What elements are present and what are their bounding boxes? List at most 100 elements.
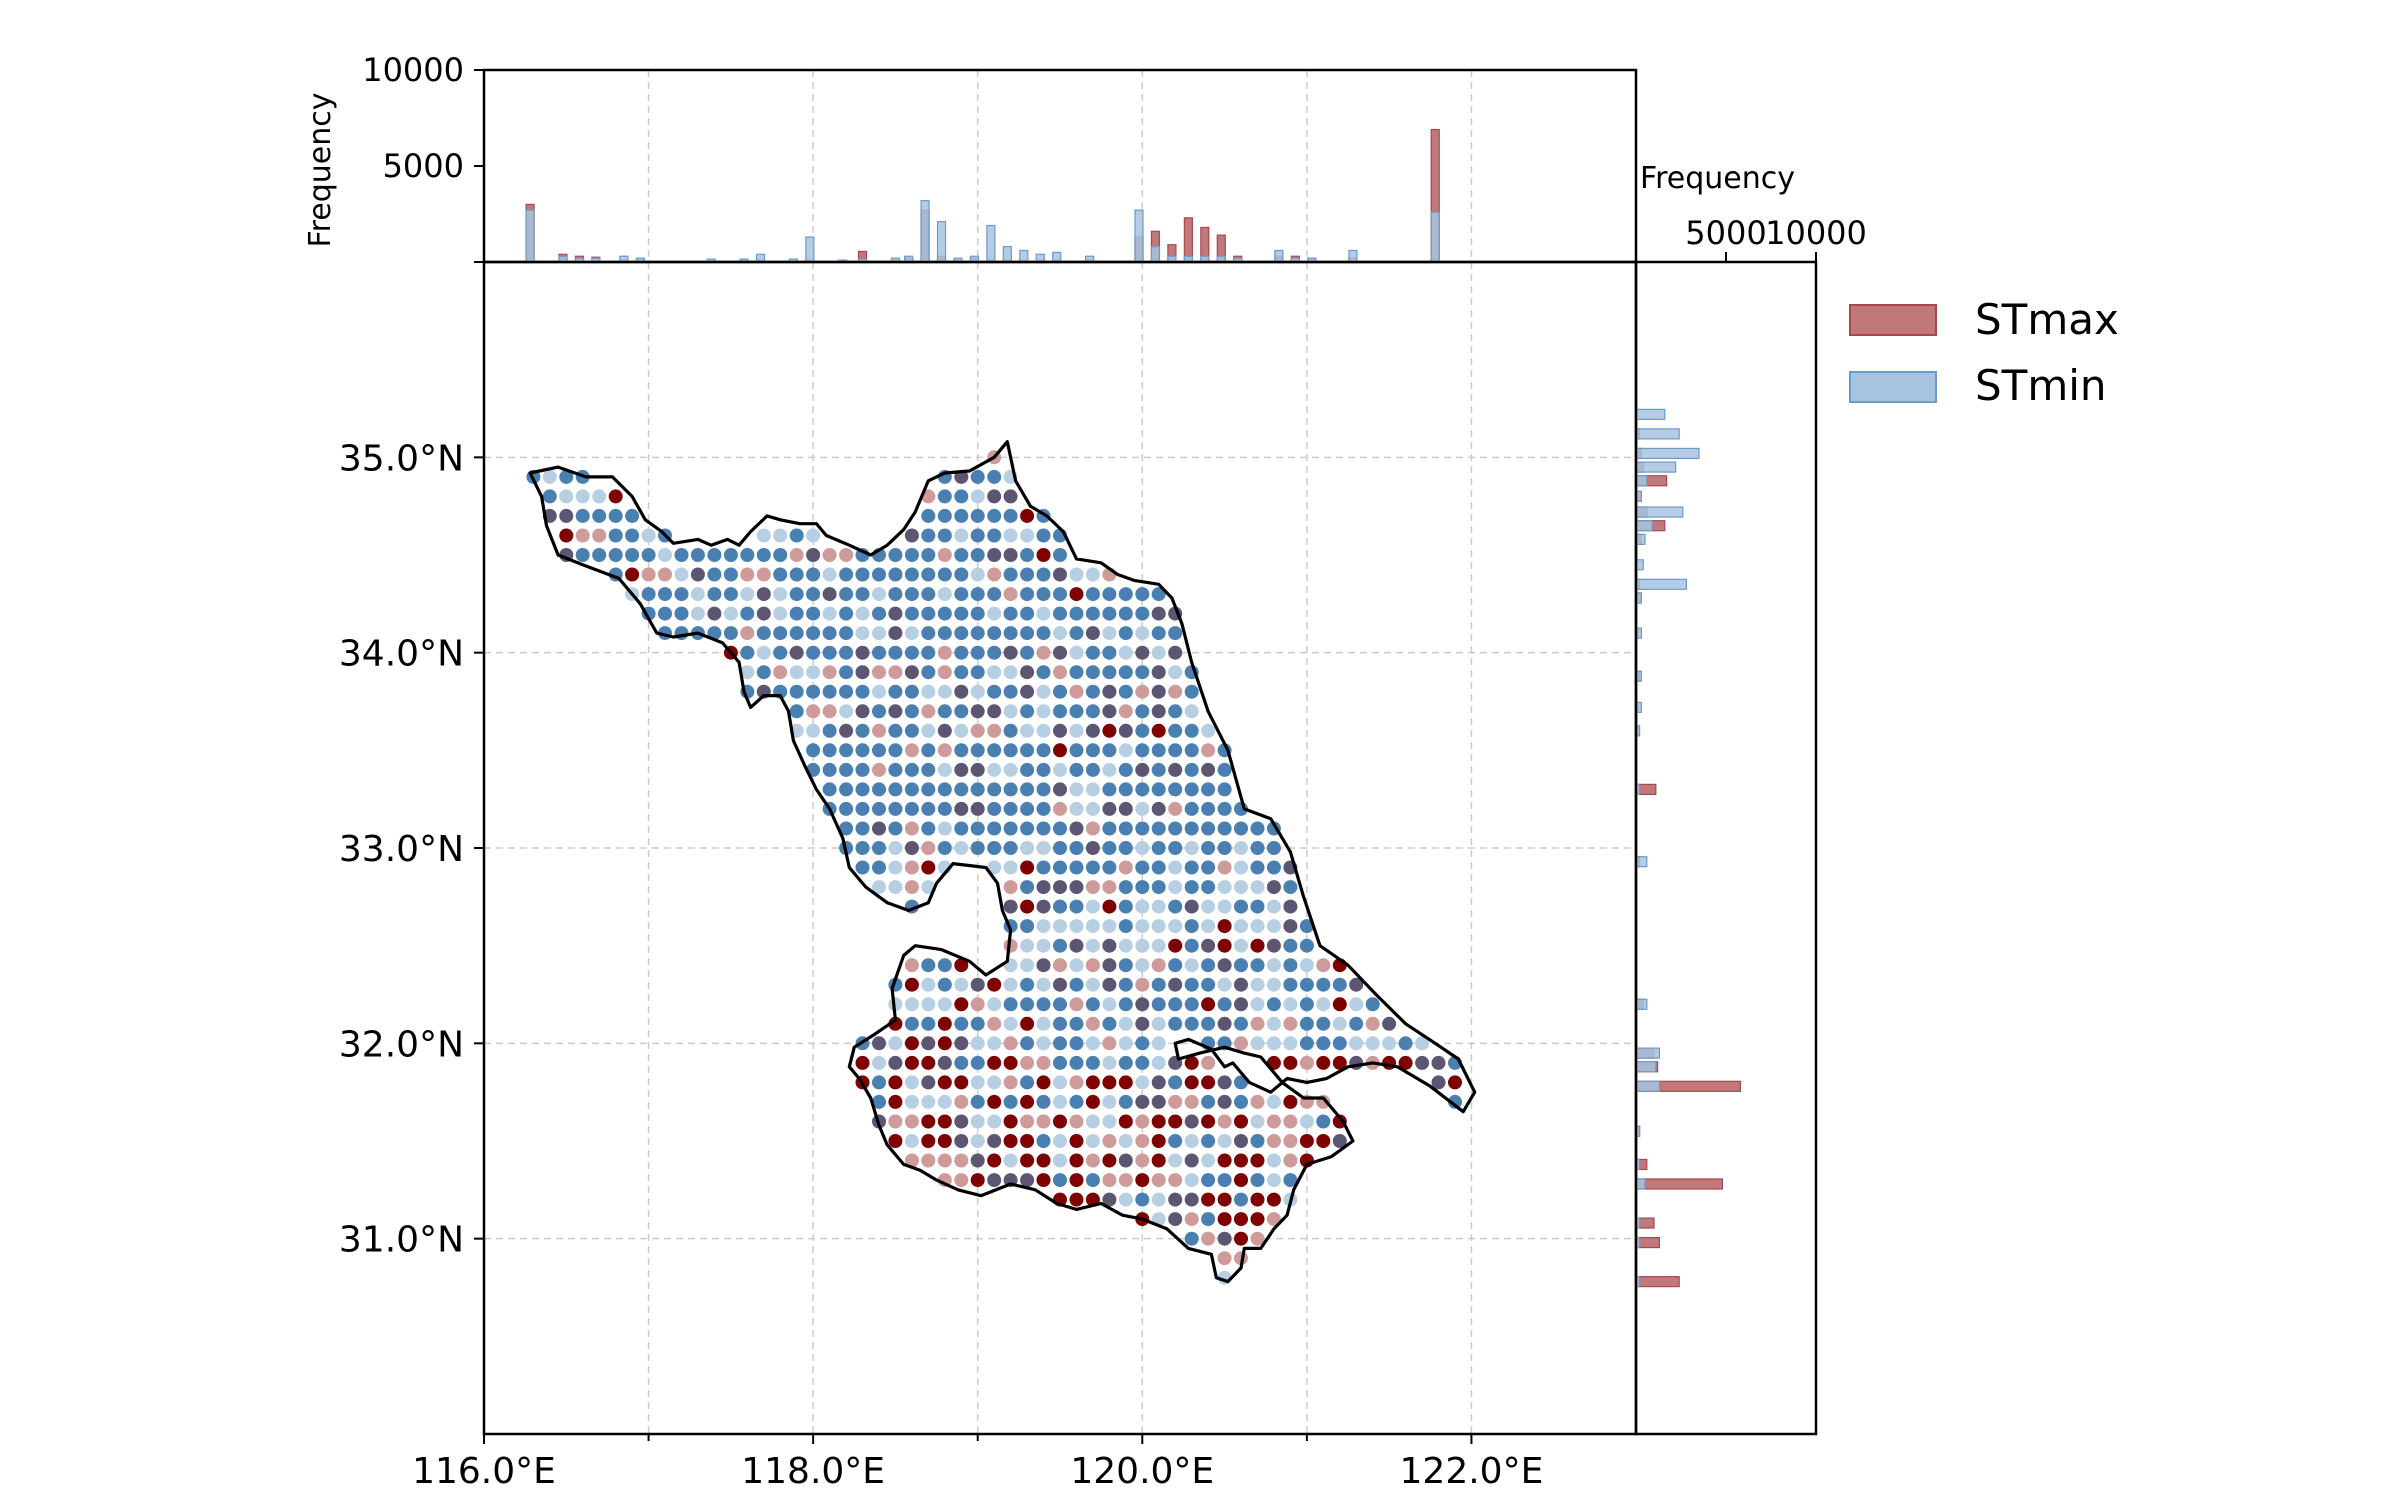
grid-point (1234, 1094, 1248, 1109)
grid-point (789, 587, 804, 602)
grid-point (855, 762, 870, 777)
grid-point (1020, 1016, 1035, 1031)
grid-point (1283, 938, 1298, 953)
grid-point (1085, 919, 1100, 934)
grid-point (921, 645, 936, 660)
grid-point (904, 997, 919, 1012)
grid-point (1020, 1114, 1035, 1129)
grid-point (1053, 626, 1067, 641)
grid-point (773, 528, 788, 543)
grid-point (1003, 899, 1018, 914)
grid-point (921, 1036, 936, 1051)
grid-point (987, 469, 1002, 484)
grid-point (806, 665, 821, 680)
grid-point (806, 645, 821, 660)
grid-point (1250, 821, 1265, 836)
grid-point (970, 743, 985, 758)
top-y-tick-label: 5000 (383, 147, 464, 185)
grid-point (954, 1153, 969, 1168)
grid-point (1118, 938, 1133, 953)
grid-point (1234, 1036, 1248, 1051)
grid-point (904, 704, 919, 719)
grid-point (872, 665, 886, 680)
grid-point (855, 860, 870, 875)
grid-point (1234, 860, 1248, 875)
grid-point (1135, 1114, 1150, 1129)
grid-point (1003, 567, 1018, 582)
grid-point (970, 1075, 985, 1090)
grid-point (592, 489, 607, 504)
grid-point (1118, 1016, 1133, 1031)
grid-point (740, 606, 755, 621)
grid-point (1168, 1192, 1183, 1207)
grid-point (1085, 567, 1100, 582)
grid-point (1283, 997, 1298, 1012)
grid-point (888, 801, 903, 816)
grid-point (822, 548, 837, 562)
grid-point (1036, 938, 1051, 953)
grid-point (1332, 1016, 1347, 1031)
grid-point (1168, 762, 1183, 777)
grid-point (970, 1094, 985, 1109)
grid-point (592, 528, 607, 543)
grid-point (921, 821, 936, 836)
grid-point (921, 548, 936, 562)
right-bar-stmin (1635, 998, 1648, 1010)
grid-point (1217, 1094, 1232, 1109)
grid-point (1266, 899, 1281, 914)
top-bar-stmin (986, 224, 996, 263)
grid-point (904, 801, 919, 816)
grid-point (1234, 1212, 1248, 1227)
legend-label-stmin: STmin (1975, 361, 2107, 410)
grid-point (822, 762, 837, 777)
grid-point (937, 587, 952, 602)
right-bar-stmin (1635, 408, 1666, 420)
grid-point (1020, 665, 1035, 680)
grid-point (1069, 880, 1084, 895)
grid-point (789, 567, 804, 582)
grid-point (1217, 958, 1232, 973)
grid-point (559, 528, 574, 543)
map-panel: 116.0°E 118.0°E 120.0°E 122.0°E 31.0°N 32.0°… (339, 70, 1638, 1492)
grid-point (1266, 1173, 1281, 1188)
grid-point (954, 528, 969, 543)
grid-point (575, 528, 590, 543)
grid-point (1118, 821, 1133, 836)
grid-point (608, 548, 623, 562)
y-tick-label: 33.0°N (339, 829, 464, 870)
grid-point (1118, 665, 1133, 680)
grid-point (1020, 626, 1035, 641)
grid-point (1085, 645, 1100, 660)
grid-point (806, 587, 821, 602)
grid-point (987, 977, 1002, 992)
grid-point (1151, 977, 1166, 992)
grid-point (1201, 1075, 1216, 1090)
grid-point (1053, 860, 1067, 875)
grid-point (1069, 684, 1084, 699)
grid-point (1135, 665, 1150, 680)
grid-point (1053, 762, 1067, 777)
grid-point (970, 684, 985, 699)
grid-point (888, 1134, 903, 1148)
grid-point (1332, 1055, 1347, 1070)
grid-point (1266, 938, 1281, 953)
grid-point (723, 626, 738, 641)
grid-point (1151, 665, 1166, 680)
grid-point (937, 606, 952, 621)
grid-point (1217, 1173, 1232, 1188)
grid-point (1118, 1192, 1133, 1207)
grid-point (1020, 587, 1035, 602)
grid-point (1036, 899, 1051, 914)
grid-point (1069, 821, 1084, 836)
grid-point (954, 587, 969, 602)
grid-point (1069, 841, 1084, 855)
grid-point (888, 626, 903, 641)
grid-point (1085, 977, 1100, 992)
grid-point (1069, 1055, 1084, 1070)
top-bar-stmin (1150, 246, 1161, 263)
grid-point (1217, 1114, 1232, 1129)
grid-point (1201, 723, 1216, 738)
grid-point (970, 801, 985, 816)
grid-point (904, 821, 919, 836)
grid-point (806, 743, 821, 758)
